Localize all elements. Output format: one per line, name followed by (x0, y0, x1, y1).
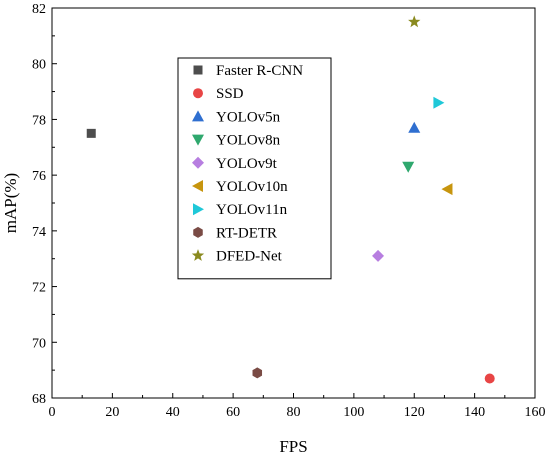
legend-marker-yolov11n (193, 203, 204, 216)
x-axis-label: FPS (279, 437, 307, 456)
legend-marker-dfed-net (191, 249, 205, 261)
legend-marker-ssd (193, 88, 203, 99)
point-yolov11n (433, 96, 445, 109)
legend-label-yolov8n: YOLOv8n (216, 133, 281, 149)
point-yolov9t (372, 249, 385, 262)
x-tick-label: 0 (49, 405, 56, 420)
point-faster-r-cnn (86, 128, 96, 138)
x-tick-label: 140 (464, 405, 485, 420)
y-tick-label: 82 (32, 2, 46, 17)
y-axis-label: mAP(%) (1, 173, 20, 233)
y-axis: 68 70 72 74 76 78 80 82 (32, 2, 57, 407)
legend-marker-yolov5n (192, 110, 204, 122)
x-tick-label: 160 (525, 405, 546, 420)
x-tick-label: 80 (287, 405, 301, 420)
legend-label-rt-detr: RT-DETR (216, 225, 277, 241)
legend-box (177, 57, 332, 280)
x-tick-label: 120 (404, 405, 425, 420)
legend-marker-rt-detr (193, 226, 203, 238)
y-tick-label: 68 (32, 392, 46, 407)
y-tick-label: 76 (32, 169, 46, 184)
point-ssd (484, 373, 495, 384)
point-rt-detr (252, 367, 263, 379)
legend-label-yolov10n: YOLOv10n (216, 179, 288, 195)
legend: Faster R-CNN SSD YOLOv5n YOLOv8n YOLOv9t YOLO… (177, 57, 332, 280)
legend-label-yolov9t: YOLOv9t (216, 156, 278, 172)
legend-label-dfed-net: DFED-Net (216, 249, 283, 265)
legend-marker-yolov10n (192, 180, 203, 192)
point-yolov10n (441, 183, 453, 196)
legend-marker-yolov9t (192, 156, 204, 169)
x-axis: 0 20 40 60 80 100 120 140 160 (49, 393, 546, 420)
y-tick-label: 74 (32, 225, 46, 240)
y-tick-label: 70 (32, 336, 46, 351)
x-tick-label: 60 (226, 405, 240, 420)
legend-label-faster-r-cnn: Faster R-CNN (216, 63, 303, 79)
point-yolov5n (408, 121, 421, 133)
x-tick-label: 20 (105, 405, 119, 420)
y-tick-label: 80 (32, 58, 46, 73)
point-dfed-net (408, 15, 421, 28)
data-points (86, 15, 495, 384)
legend-marker-faster-r-cnn (193, 65, 203, 75)
y-tick-label: 78 (32, 113, 46, 128)
point-yolov8n (402, 161, 415, 173)
legend-label-ssd: SSD (216, 86, 244, 102)
legend-label-yolov5n: YOLOv5n (216, 109, 281, 125)
y-tick-label: 72 (32, 281, 46, 296)
x-tick-label: 100 (343, 405, 364, 420)
legend-label-yolov11n: YOLOv11n (216, 202, 288, 218)
x-tick-label: 40 (166, 405, 180, 420)
legend-marker-yolov8n (192, 134, 204, 146)
